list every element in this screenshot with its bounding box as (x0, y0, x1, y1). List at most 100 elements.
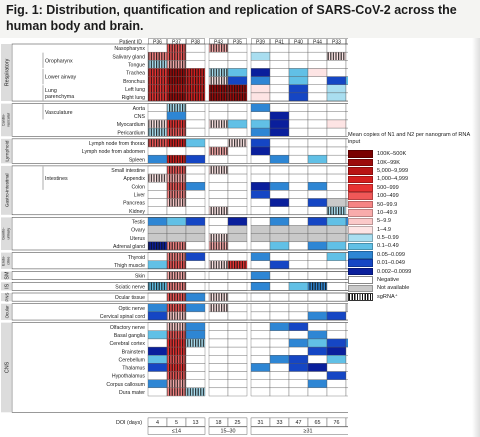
heatmap-cell (185, 138, 206, 148)
legend-swatch (348, 167, 373, 175)
heatmap-cell (307, 103, 328, 112)
heatmap-cell (307, 346, 328, 356)
heatmap-cell (208, 322, 229, 331)
heatmap-cell (250, 127, 271, 137)
heatmap-cell (307, 127, 328, 137)
heatmap-cell (288, 154, 309, 164)
system-band (1, 217, 11, 250)
heatmap-cell (288, 363, 309, 372)
sgrna-hatch (186, 85, 205, 93)
heatmap-cell (227, 165, 248, 175)
doi-box (345, 417, 348, 427)
sgrna-hatch (148, 174, 167, 182)
heatmap-cell (227, 363, 248, 372)
tissue-label: Cervical spinal cord (100, 314, 145, 320)
heatmap-cell (326, 311, 347, 321)
heatmap-cell (166, 146, 187, 156)
sgrna-hatch (167, 339, 186, 347)
heatmap-cell (147, 322, 168, 331)
heatmap-cell (307, 206, 328, 215)
heatmap-cell (307, 119, 328, 129)
heatmap-cell (288, 68, 309, 77)
heatmap-cell (250, 225, 271, 234)
heatmap-cell (326, 233, 347, 243)
heatmap-cell (288, 84, 309, 94)
sgrna-hatch (167, 44, 186, 52)
sgrna-hatch (167, 85, 186, 93)
heatmap-cell (227, 60, 248, 69)
sgrna-hatch (167, 198, 186, 207)
tissue-label: Colon (131, 184, 145, 190)
heatmap-cell (208, 217, 229, 226)
heatmap-cell (208, 51, 229, 61)
heatmap-cell (227, 206, 248, 215)
group-label-cont: parenchyma (45, 94, 74, 100)
heatmap-cell (345, 225, 348, 234)
heatmap-cell (147, 292, 168, 302)
legend-swatch (348, 209, 373, 217)
heatmap-cell (185, 371, 206, 380)
heatmap-cell (345, 198, 348, 207)
heatmap-cell (326, 252, 347, 261)
heatmap-cell (227, 387, 248, 397)
heatmap-cell (288, 127, 309, 137)
system-label-cont: crine (7, 257, 11, 265)
heatmap-cell (288, 217, 309, 226)
heatmap-cell (307, 154, 328, 164)
sgrna-hatch (209, 76, 228, 85)
heatmap-cell (269, 165, 290, 175)
system-band (1, 271, 11, 280)
heatmap-cell (288, 182, 309, 191)
heatmap-cell (345, 387, 348, 397)
sgrna-hatch (228, 85, 247, 93)
sgrna-hatch (167, 388, 186, 396)
heatmap-cell (288, 225, 309, 234)
legend-label: 0.1–0.49 (377, 243, 399, 250)
heatmap-cell (250, 322, 271, 331)
heatmap-cell (326, 127, 347, 137)
heatmap-cell (345, 338, 348, 348)
system-label: Genito- (1, 227, 5, 240)
patient-id: P33 (332, 39, 341, 45)
tissue-label: Olfactory nerve (110, 325, 145, 331)
heatmap-cell (227, 311, 248, 321)
heatmap-cell (288, 260, 309, 270)
sgrna-hatch (148, 52, 167, 60)
sgrna-hatch (209, 93, 228, 101)
sgrna-hatch (228, 93, 247, 101)
heatmap-cell (326, 225, 347, 234)
system-label: PNS (4, 292, 9, 301)
heatmap-cell (250, 282, 271, 291)
heatmap-cell (227, 355, 248, 364)
heatmap-cell (250, 173, 271, 183)
legend-item: 0.1–0.49 (348, 242, 476, 251)
heatmap-cell (250, 363, 271, 372)
doi-value: 4 (156, 420, 159, 426)
tissue-label: Spleen (129, 157, 145, 163)
heatmap-cell (288, 303, 309, 313)
heatmap-cell (326, 303, 347, 313)
heatmap-cell (227, 51, 248, 61)
heatmap-cell (250, 103, 271, 112)
heatmap-cell (288, 338, 309, 348)
heatmap-cell (345, 371, 348, 380)
legend-label: 1–4.9 (377, 226, 391, 233)
system-frame (11, 303, 348, 321)
heatmap-cell (250, 217, 271, 226)
doi-value: 76 (334, 420, 340, 426)
sgrna-hatch (167, 166, 186, 174)
patient-id-box (346, 38, 348, 45)
system-band (1, 282, 11, 291)
heatmap-cell (208, 355, 229, 364)
doi-group-box (208, 426, 248, 435)
heatmap-cell (326, 103, 347, 112)
heatmap-cell (307, 173, 328, 183)
system-frame (11, 43, 348, 102)
heatmap-cell (185, 127, 206, 137)
heatmap-cell (269, 76, 290, 85)
tissue-label: Thyroid (128, 255, 145, 261)
group-label: Oropharynx (45, 58, 73, 64)
heatmap-cell (326, 346, 347, 356)
legend-label: 5,000–9,999 (377, 167, 409, 174)
heatmap-cell (208, 371, 229, 380)
